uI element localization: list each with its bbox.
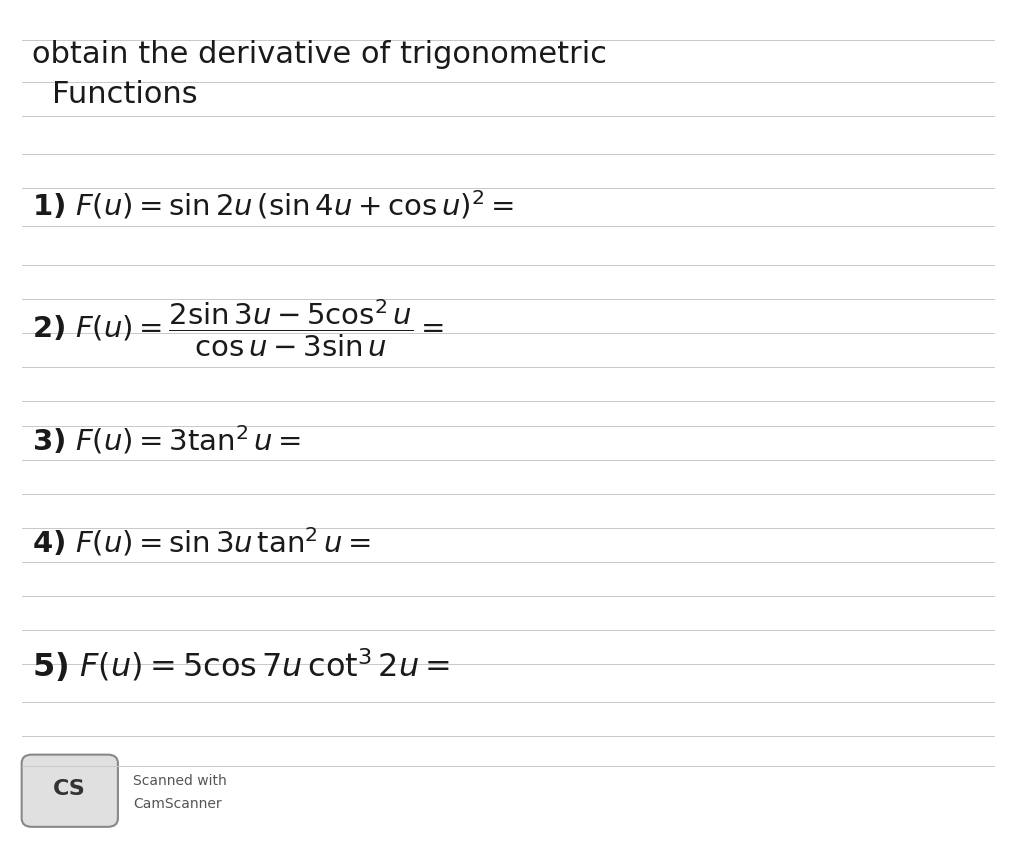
Text: $\mathbf{2)}\ F(u) = \dfrac{2\sin 3u - 5\cos^2 u}{\cos u - 3\sin u} =$: $\mathbf{2)}\ F(u) = \dfrac{2\sin 3u - 5… <box>31 298 444 359</box>
Text: Scanned with: Scanned with <box>133 774 227 788</box>
Text: $\mathbf{5)}\ F(u) = 5\cos 7u\,\cot^3 2u =$: $\mathbf{5)}\ F(u) = 5\cos 7u\,\cot^3 2u… <box>31 647 450 684</box>
Text: CamScanner: CamScanner <box>133 797 221 811</box>
Text: obtain the derivative of trigonometric: obtain the derivative of trigonometric <box>31 39 607 68</box>
FancyBboxPatch shape <box>21 755 118 826</box>
Text: CS: CS <box>53 779 85 798</box>
Text: $\mathbf{1)}\ F(u) = \sin 2u\,(\sin 4u + \cos u)^2 =$: $\mathbf{1)}\ F(u) = \sin 2u\,(\sin 4u +… <box>31 189 514 222</box>
Text: $\mathbf{4)}\ F(u) = \sin 3u\,\tan^2 u =$: $\mathbf{4)}\ F(u) = \sin 3u\,\tan^2 u =… <box>31 526 371 559</box>
Text: Functions: Functions <box>52 80 198 109</box>
Text: $\mathbf{3)}\ F(u) = 3\tan^2 u =$: $\mathbf{3)}\ F(u) = 3\tan^2 u =$ <box>31 424 301 457</box>
